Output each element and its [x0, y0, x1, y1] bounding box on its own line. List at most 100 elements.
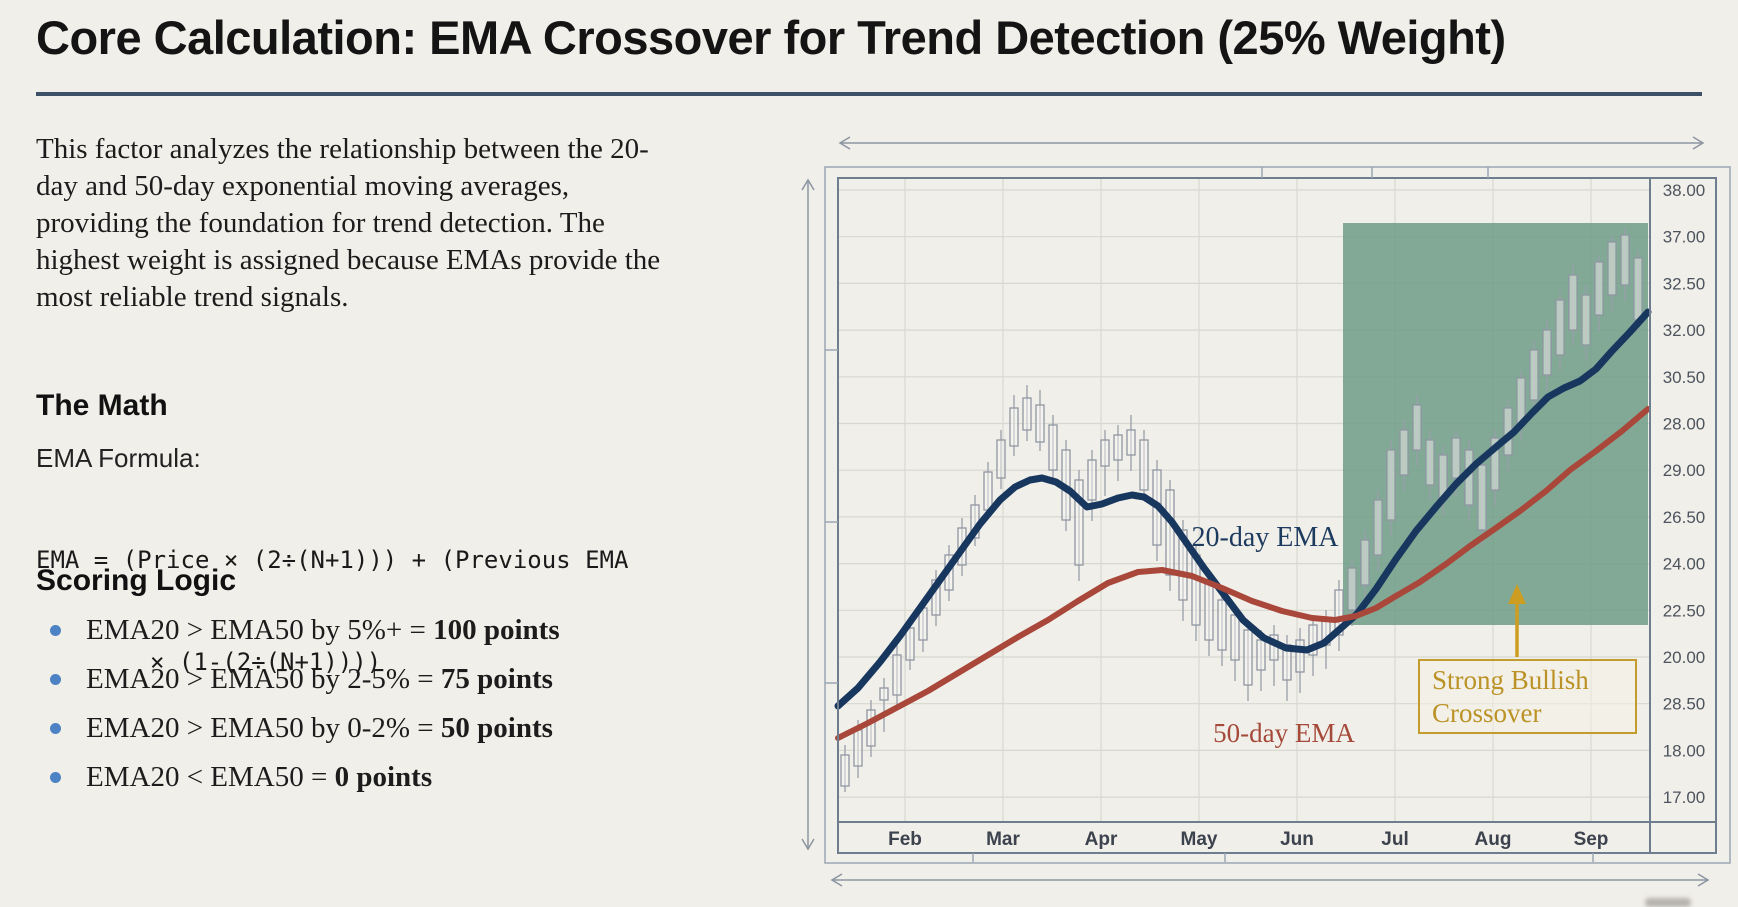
math-heading: The Math [36, 389, 168, 422]
y-axis-label: 30.50 [1663, 368, 1706, 387]
scoring-points: 100 points [433, 614, 560, 646]
y-axis-label: 29.00 [1663, 461, 1706, 480]
x-axis-label: Jul [1381, 829, 1408, 850]
scoring-rule-text: EMA20 < EMA50 = [86, 761, 335, 793]
candle-body [1009, 407, 1019, 447]
candle-body [1308, 624, 1318, 656]
page-title: Core Calculation: EMA Crossover for Tren… [36, 11, 1506, 64]
candle-body [1139, 439, 1149, 491]
candle-body [1217, 599, 1227, 651]
chart-frames [824, 166, 1731, 864]
intro-paragraph: This factor analyzes the relationship be… [36, 133, 661, 313]
candle-body [1399, 429, 1409, 476]
candle-body [1048, 424, 1058, 471]
y-axis-label: 32.50 [1663, 274, 1706, 293]
candle-body [1165, 489, 1175, 576]
candle-body [1100, 439, 1110, 467]
candle-body [1529, 349, 1539, 401]
candle-body [1542, 329, 1552, 376]
x-axis-label: Jun [1280, 829, 1314, 850]
y-axis-label: 18.00 [1663, 741, 1706, 760]
scoring-rule-text: EMA20 > EMA50 by 5%+ = [86, 614, 434, 646]
candle-body [1126, 429, 1136, 456]
candle-body [879, 687, 889, 701]
page-number-partial [1645, 898, 1691, 907]
x-axis-label: Feb [888, 829, 922, 850]
y-axis-label: 26.50 [1663, 508, 1706, 527]
scoring-heading: Scoring Logic [36, 564, 237, 597]
candle-body [1412, 404, 1422, 451]
x-axis-label: Aug [1475, 829, 1512, 850]
candle-body [840, 754, 850, 787]
formula-label: EMA Formula: [36, 443, 201, 473]
chart-outer-frame [824, 166, 1731, 864]
bullish-crossover-callout: Strong Bullish Crossover [1418, 659, 1637, 734]
candle-body [1568, 274, 1578, 331]
candle-body [1295, 639, 1305, 673]
candle-body [983, 471, 993, 511]
bullet-icon [50, 772, 61, 783]
candle-body [1633, 257, 1643, 321]
candle-body [866, 709, 876, 747]
candle-body [1555, 299, 1565, 356]
candle-body [1607, 241, 1617, 296]
candle-body [905, 627, 915, 661]
candle-body [892, 654, 902, 696]
scoring-points: 50 points [440, 712, 553, 744]
20-day-ema-line [834, 308, 1652, 710]
candle-body [1386, 449, 1396, 521]
y-axis-label: 37.00 [1663, 228, 1706, 247]
ema-formula-line2: × (1-(2÷(N+1)))) [150, 648, 382, 676]
candle-body [1035, 404, 1045, 443]
callout-line2: Crossover [1432, 698, 1542, 728]
chart-plot-layer: 38.00 37.00 32.50 32.00 30.50 28.00 29.00 26.50… [834, 178, 1706, 850]
candle-body [1347, 567, 1357, 611]
candle-body [1256, 639, 1266, 671]
y-axis-label: 20.00 [1663, 648, 1706, 667]
candle-body [1074, 479, 1084, 566]
y-axis-label: 38.00 [1663, 181, 1706, 200]
ema50-label: 50-day EMA [1213, 718, 1355, 748]
candle-body [1204, 579, 1214, 641]
scoring-item: EMA20 > EMA50 by 2-5% = 75 points [42, 661, 560, 697]
scoring-item: EMA20 > EMA50 by 5%+ = 100 points [42, 612, 560, 648]
candle-body [1087, 459, 1097, 501]
y-axis-label: 28.00 [1663, 415, 1706, 434]
y-axis-label: 17.00 [1663, 788, 1706, 807]
candle-body [1620, 234, 1630, 286]
candle-body [1243, 629, 1253, 686]
ema20-label: 20-day EMA [1191, 522, 1339, 553]
candle-body [1594, 261, 1604, 316]
candle-body [1477, 464, 1487, 531]
crossover-arrow-head [1508, 584, 1526, 604]
candle-body [1581, 294, 1591, 346]
candle-body [1022, 397, 1032, 431]
candle-body [853, 729, 863, 767]
candle-body [1490, 437, 1500, 491]
x-axis-label: May [1181, 829, 1218, 850]
scoring-rule-text: EMA20 > EMA50 by 2-5% = [86, 663, 441, 695]
ema-formula-line1: EMA = (Price × (2÷(N+1))) + (Previous EM… [36, 546, 629, 574]
y-axis-column [1649, 177, 1717, 854]
y-axis-label: 22.50 [1663, 601, 1706, 620]
y-axis-label: 24.00 [1663, 555, 1706, 574]
candle-body [1230, 614, 1240, 661]
x-axis-label: Sep [1574, 829, 1609, 850]
candle-body [1451, 437, 1461, 479]
bullet-icon [50, 625, 61, 636]
50-day-ema-line [835, 406, 1651, 741]
x-axis-label: Apr [1085, 829, 1118, 850]
callout-line1: Strong Bullish [1432, 665, 1589, 695]
scoring-points: 0 points [334, 761, 433, 793]
candle-body [1113, 434, 1123, 461]
candle-body [1425, 439, 1435, 486]
dimension-arrows [801, 136, 1710, 887]
y-axis-label: 28.50 [1663, 695, 1706, 714]
scoring-item: EMA20 > EMA50 by 0-2% = 50 points [42, 710, 560, 746]
candle-body [1373, 499, 1383, 556]
bullet-icon [50, 674, 61, 685]
scoring-rule-text: EMA20 > EMA50 by 0-2% = [86, 712, 441, 744]
candle-body [1178, 529, 1188, 601]
